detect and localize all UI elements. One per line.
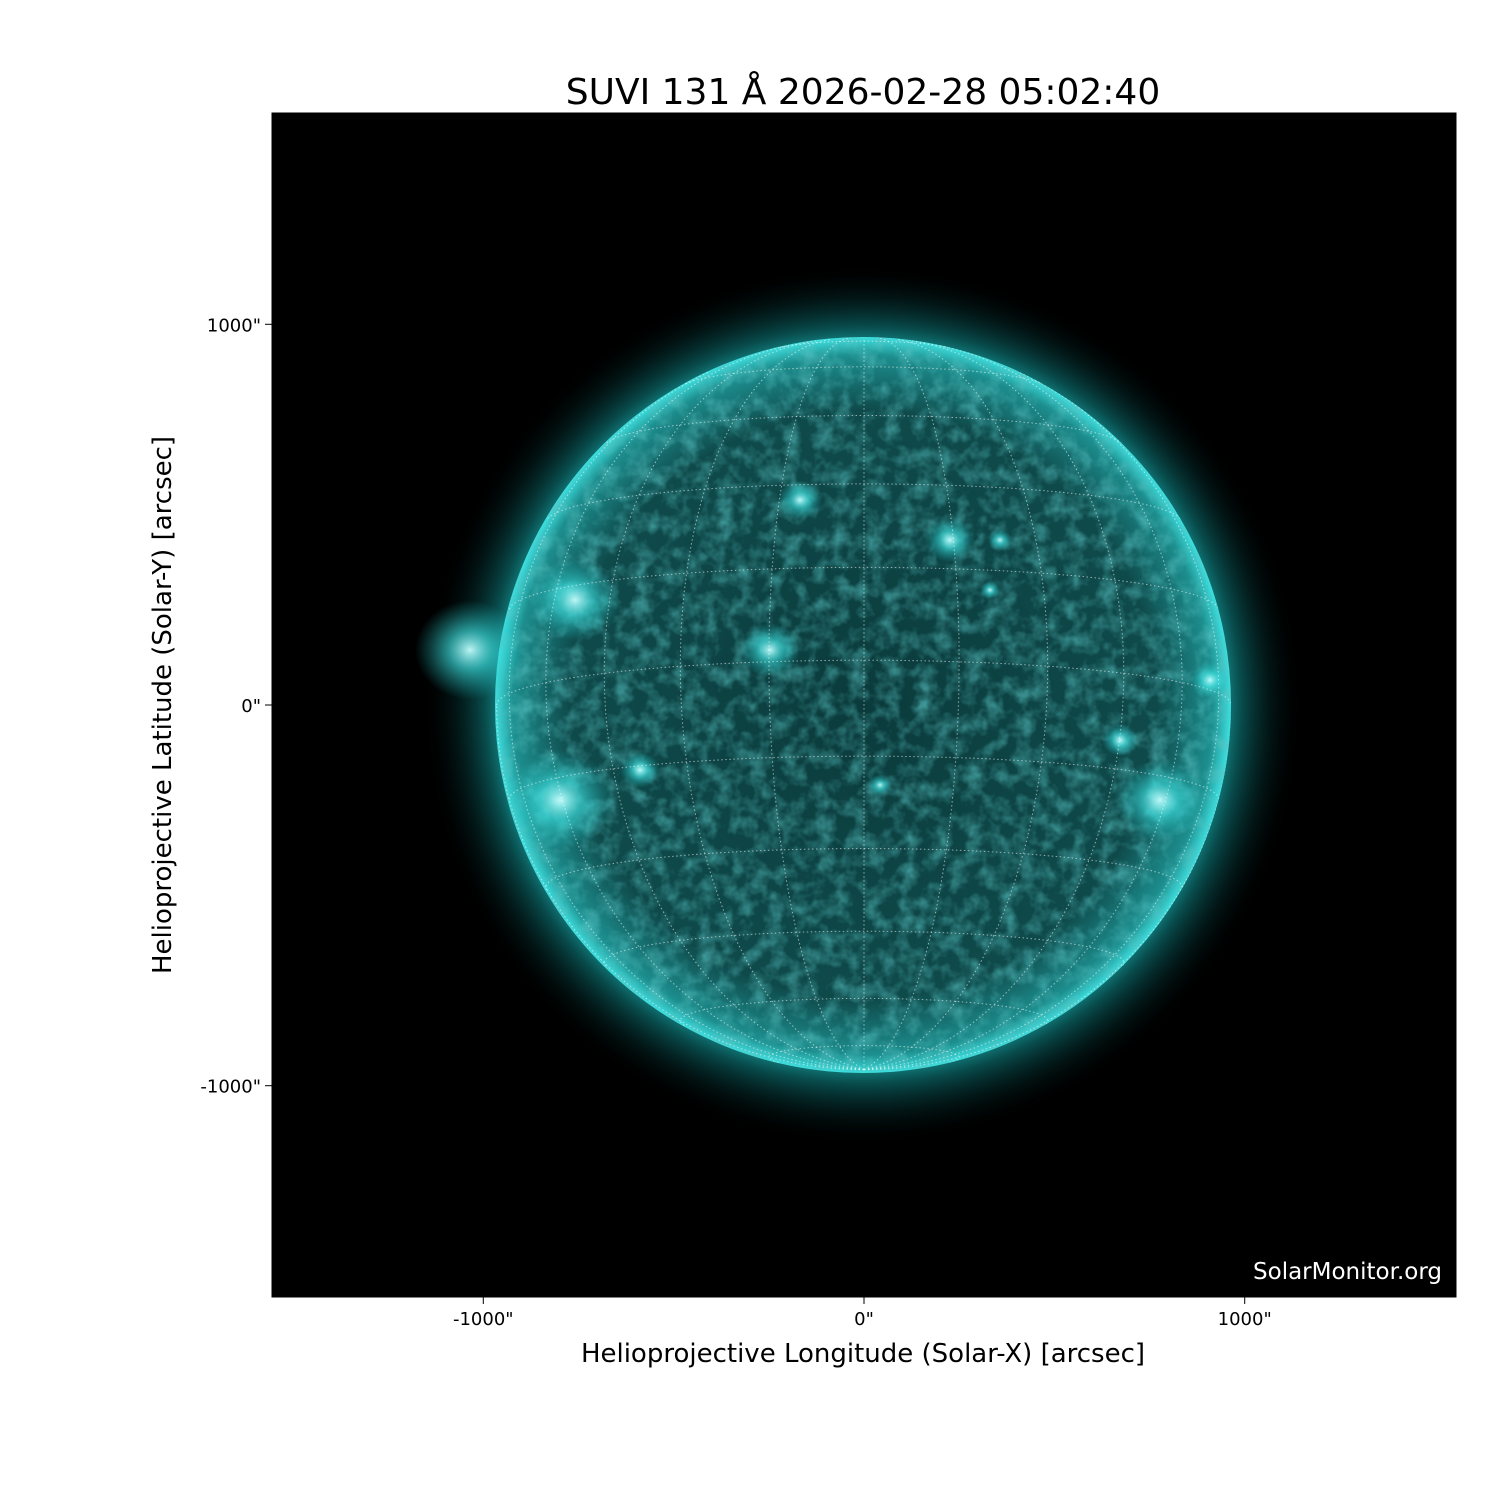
y-tick-label: 1000": [207, 315, 261, 336]
active-region: [740, 623, 800, 677]
y-tick-label: 0": [241, 696, 261, 717]
latitude-line: [606, 415, 1122, 444]
active-region: [530, 559, 620, 641]
longitude-line: [863, 371, 1220, 1071]
active-region: [988, 529, 1012, 551]
active-region: [980, 581, 1000, 599]
latitude-line: [685, 366, 1043, 385]
active-region: [778, 480, 822, 520]
latitude-line: [779, 340, 949, 348]
chart-title: SUVI 131 Å 2026-02-28 05:02:40: [566, 70, 1160, 113]
active-region: [1115, 759, 1205, 841]
active-region: [620, 752, 660, 788]
heliographic-grid: [496, 337, 1231, 1071]
longitude-line: [863, 338, 1049, 1071]
x-tick-label: 1000": [1218, 1309, 1272, 1330]
x-axis-label: Helioprojective Longitude (Solar-X) [arc…: [581, 1339, 1145, 1369]
longitude-line: [863, 345, 1183, 1071]
latitude-line: [545, 847, 1183, 891]
longitude-line: [545, 345, 865, 1071]
active-region: [415, 600, 525, 700]
longitude-line: [603, 339, 865, 1071]
active-region: [925, 517, 975, 563]
y-axis-label: Helioprojective Latitude (Solar-Y) [arcs…: [148, 436, 178, 974]
active-region: [1102, 723, 1138, 757]
longitude-line: [863, 339, 1125, 1071]
x-tick-label: -1000": [453, 1309, 514, 1330]
longitude-line: [508, 371, 865, 1071]
active-region: [1190, 662, 1230, 698]
longitude-line: [768, 337, 865, 1071]
latitude-line: [547, 483, 1181, 519]
latitude-line: [679, 997, 1049, 1026]
watermark: SolarMonitor.org: [1253, 1259, 1442, 1285]
latitude-line: [603, 930, 1125, 967]
latitude-line: [768, 1045, 960, 1063]
latitude-line: [496, 659, 1231, 706]
longitude-line: [679, 338, 865, 1071]
longitude-line: [863, 704, 1231, 1071]
active-region: [868, 774, 892, 796]
latitude-line: [508, 566, 1220, 610]
x-tick-label: 0": [854, 1309, 874, 1330]
solar-image: [415, 265, 1303, 1145]
y-tick-label: -1000": [200, 1077, 261, 1098]
longitude-line: [863, 337, 960, 1071]
active-region: [505, 750, 615, 850]
longitude-line: [496, 704, 865, 1071]
